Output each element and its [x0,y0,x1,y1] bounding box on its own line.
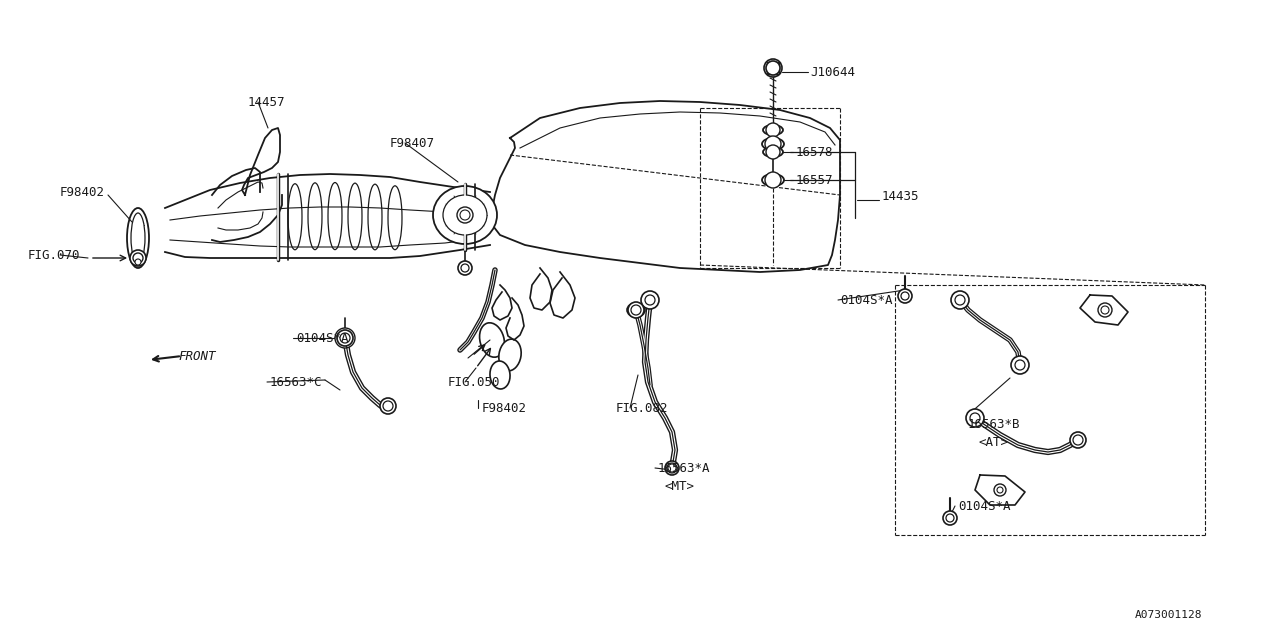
Text: FIG.082: FIG.082 [616,401,668,415]
Circle shape [1015,360,1025,370]
Polygon shape [975,475,1025,505]
Circle shape [767,62,780,74]
Circle shape [667,463,677,473]
Circle shape [1101,306,1108,314]
Text: 16563*C: 16563*C [270,376,323,388]
Text: 16578: 16578 [796,145,833,159]
Ellipse shape [131,213,145,263]
Text: F98402: F98402 [60,186,105,198]
Text: 16563*A: 16563*A [658,461,710,474]
Circle shape [134,259,141,265]
Text: 0104S*A: 0104S*A [840,294,892,307]
Circle shape [666,461,678,475]
Text: 16563*B: 16563*B [968,419,1020,431]
Ellipse shape [627,303,645,317]
Circle shape [1098,303,1112,317]
Text: FRONT: FRONT [178,349,215,362]
Ellipse shape [499,339,521,371]
Ellipse shape [762,138,785,150]
Circle shape [383,401,393,411]
Polygon shape [165,174,490,258]
Circle shape [335,328,355,348]
Circle shape [765,61,780,75]
Circle shape [966,409,984,427]
Text: 14435: 14435 [882,189,919,202]
Circle shape [461,264,468,272]
Text: 0104S*A: 0104S*A [957,499,1010,513]
Circle shape [458,261,472,275]
Polygon shape [242,128,280,195]
Circle shape [955,295,965,305]
Text: F98407: F98407 [390,136,435,150]
Circle shape [340,333,349,343]
Text: A073001128: A073001128 [1135,610,1202,620]
Circle shape [765,172,781,188]
Polygon shape [490,101,840,272]
Circle shape [997,487,1004,493]
Circle shape [380,398,396,414]
Circle shape [457,207,474,223]
Text: <AT>: <AT> [978,436,1009,449]
Circle shape [337,330,353,346]
Polygon shape [1080,295,1128,325]
Text: FIG.050: FIG.050 [448,376,500,388]
Ellipse shape [762,174,785,186]
Text: F98402: F98402 [483,401,527,415]
Ellipse shape [443,195,486,235]
Circle shape [765,145,780,159]
Circle shape [133,253,143,263]
Circle shape [641,291,659,309]
Circle shape [995,484,1006,496]
Circle shape [970,413,980,423]
Circle shape [764,59,782,77]
Circle shape [901,292,909,300]
Circle shape [668,464,676,472]
Circle shape [951,291,969,309]
Ellipse shape [490,361,509,389]
Ellipse shape [127,208,148,268]
Circle shape [946,514,954,522]
Text: 16557: 16557 [796,173,833,186]
Text: 14457: 14457 [248,95,285,109]
Circle shape [631,305,641,315]
Ellipse shape [433,186,497,244]
Text: FIG.070: FIG.070 [28,248,81,262]
Ellipse shape [763,125,783,135]
Circle shape [131,250,146,266]
Circle shape [899,289,913,303]
Text: <MT>: <MT> [664,479,694,493]
Bar [767,62,780,74]
Circle shape [1070,432,1085,448]
Circle shape [645,295,655,305]
Circle shape [765,123,780,137]
Circle shape [943,511,957,525]
Text: J10644: J10644 [810,65,855,79]
Polygon shape [212,168,282,242]
Circle shape [1011,356,1029,374]
Circle shape [1073,435,1083,445]
Circle shape [628,302,644,318]
Circle shape [765,136,781,152]
Ellipse shape [480,323,504,357]
Text: 0104S*A: 0104S*A [296,332,348,344]
Circle shape [460,210,470,220]
Ellipse shape [763,147,783,157]
